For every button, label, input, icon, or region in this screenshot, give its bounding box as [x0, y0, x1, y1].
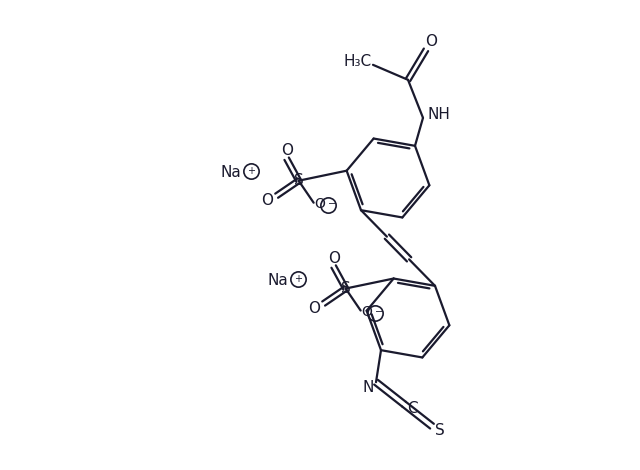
Text: N: N [362, 380, 374, 395]
Text: O: O [328, 251, 340, 266]
Text: O: O [260, 193, 273, 208]
Text: +: + [294, 274, 301, 283]
Text: Na: Na [220, 165, 241, 180]
Text: O: O [280, 143, 292, 158]
Text: O: O [314, 197, 325, 211]
Text: S: S [294, 173, 303, 188]
Text: O: O [425, 34, 437, 49]
Text: C: C [406, 400, 417, 415]
Text: NH: NH [428, 107, 451, 122]
Text: O: O [308, 301, 319, 316]
Text: −: − [374, 306, 383, 316]
Text: Na: Na [268, 273, 288, 288]
Text: H₃C: H₃C [344, 55, 372, 70]
Text: O: O [361, 305, 372, 319]
Text: +: + [246, 166, 255, 176]
Text: −: − [328, 199, 336, 209]
Text: S: S [435, 423, 445, 438]
Text: S: S [340, 281, 351, 296]
